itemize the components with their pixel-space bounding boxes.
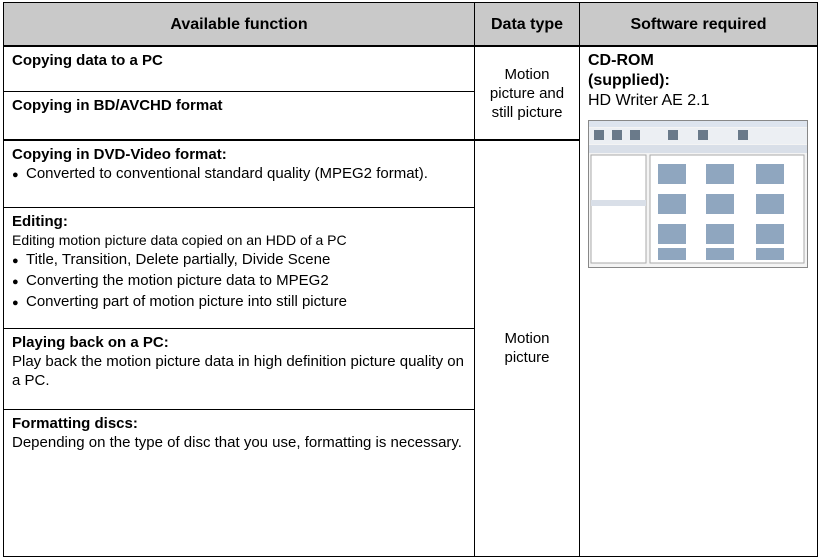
function-title: Copying in BD/AVCHD format bbox=[12, 96, 223, 114]
function-title: Editing: bbox=[12, 212, 68, 230]
software-cell: CD-ROM (supplied): HD Writer AE 2.1 bbox=[579, 45, 818, 557]
function-cell: Copying data to a PC bbox=[3, 45, 475, 92]
row: Copying data to a PC Motion picture and … bbox=[3, 45, 818, 557]
header-cell: Data type bbox=[474, 2, 580, 47]
function-title: Copying data to a PC bbox=[12, 52, 163, 69]
row: Copying in DVD-Video format:Converted to… bbox=[3, 139, 818, 557]
header-cell: Available function bbox=[3, 2, 475, 47]
software-screenshot bbox=[588, 120, 808, 268]
software-title: CD-ROM (supplied): bbox=[588, 52, 670, 89]
header-row: Available function Data type Software re… bbox=[3, 2, 818, 47]
function-cell: Copying in DVD-Video format:Converted to… bbox=[3, 139, 475, 208]
bullet-item: Title, Transition, Delete partially, Div… bbox=[12, 250, 466, 271]
function-cell: Editing: Editing motion picture data copi… bbox=[3, 206, 475, 329]
software-name: HD Writer AE 2.1 bbox=[588, 92, 710, 109]
data-type-cell: Motion picture and still picture bbox=[474, 45, 580, 141]
bullet-item: Converting the motion picture data to MP… bbox=[12, 271, 466, 292]
function-title: Playing back on a PC: bbox=[12, 333, 169, 351]
row: Formatting discs: Depending on the type o… bbox=[3, 408, 818, 557]
function-cell: Copying in BD/AVCHD format bbox=[3, 90, 475, 141]
row: Editing: Editing motion picture data copi… bbox=[3, 206, 818, 329]
function-text: Play back the motion picture data in hig… bbox=[12, 352, 464, 389]
function-table: Available function Data type Software re… bbox=[3, 2, 818, 557]
function-text: Editing motion picture data copied on an… bbox=[12, 231, 347, 248]
bullet-item: Converted to conventional standard quali… bbox=[12, 164, 466, 185]
function-text: Depending on the type of disc that you u… bbox=[12, 433, 462, 451]
function-cell: Formatting discs: Depending on the type o… bbox=[3, 408, 475, 557]
data-type-cell: Motion picture bbox=[474, 139, 580, 557]
function-cell: Playing back on a PC: Play back the motio… bbox=[3, 327, 475, 410]
function-title: Copying in DVD-Video format: bbox=[12, 146, 227, 163]
header-cell: Software required bbox=[579, 2, 818, 47]
row: Playing back on a PC: Play back the motio… bbox=[3, 327, 818, 410]
function-title: Formatting discs: bbox=[12, 414, 138, 432]
bullet-item: Converting part of motion picture into s… bbox=[12, 292, 466, 313]
